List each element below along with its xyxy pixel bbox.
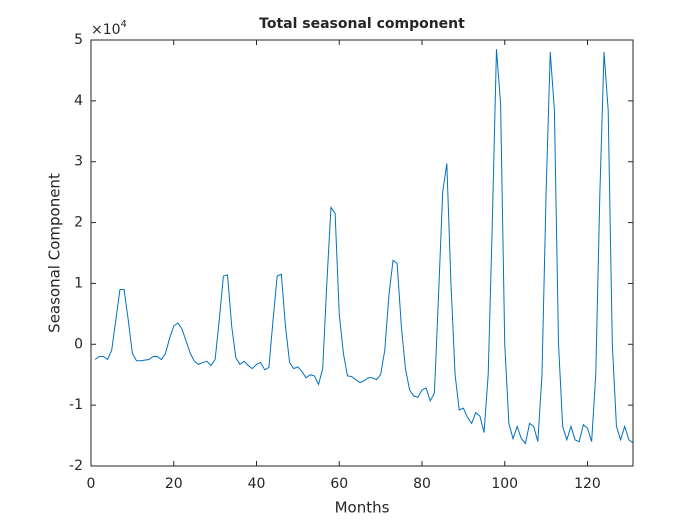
data-line <box>94 49 633 445</box>
x-tick-label: 80 <box>413 476 431 492</box>
y-exponent: ×104 <box>91 19 127 38</box>
exponent-base: ×10 <box>91 22 121 38</box>
y-tick-label: 5 <box>74 32 83 48</box>
x-tick-label: 60 <box>330 476 348 492</box>
x-tick-label: 120 <box>574 476 601 492</box>
y-tick-label: -2 <box>69 458 83 474</box>
y-tick-label: 0 <box>74 336 83 352</box>
x-tick-label: 20 <box>165 476 183 492</box>
x-tick-label: 0 <box>87 476 96 492</box>
x-axis-label: Months <box>335 499 390 517</box>
y-tick-label: 4 <box>74 93 83 109</box>
x-tick-label: 100 <box>491 476 518 492</box>
x-tick-label: 40 <box>248 476 266 492</box>
y-tick-label: 2 <box>74 215 83 231</box>
y-tick-label: -1 <box>69 397 83 413</box>
chart-title: Total seasonal component <box>259 16 465 32</box>
y-tick-label: 3 <box>74 154 83 170</box>
y-axis-label: Seasonal Component <box>46 173 64 333</box>
y-tick-label: 1 <box>74 275 83 291</box>
exponent-power: 4 <box>121 19 127 30</box>
axes-box <box>90 39 634 467</box>
